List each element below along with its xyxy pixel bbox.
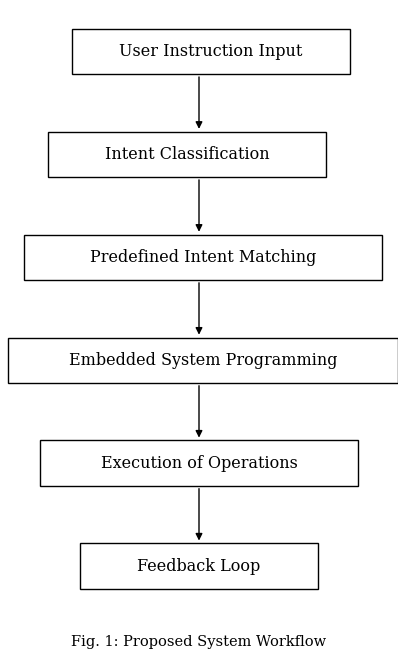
FancyBboxPatch shape [80, 543, 318, 589]
FancyBboxPatch shape [8, 338, 398, 383]
FancyBboxPatch shape [40, 440, 358, 486]
FancyBboxPatch shape [24, 234, 382, 280]
Text: User Instruction Input: User Instruction Input [119, 43, 302, 60]
Text: Feedback Loop: Feedback Loop [137, 557, 261, 575]
Text: Predefined Intent Matching: Predefined Intent Matching [90, 249, 316, 266]
FancyBboxPatch shape [48, 132, 326, 177]
Text: Embedded System Programming: Embedded System Programming [69, 352, 337, 369]
Text: Fig. 1: Proposed System Workflow: Fig. 1: Proposed System Workflow [71, 635, 327, 649]
Text: Execution of Operations: Execution of Operations [101, 455, 297, 472]
FancyBboxPatch shape [72, 29, 350, 74]
Text: Intent Classification: Intent Classification [105, 146, 269, 163]
